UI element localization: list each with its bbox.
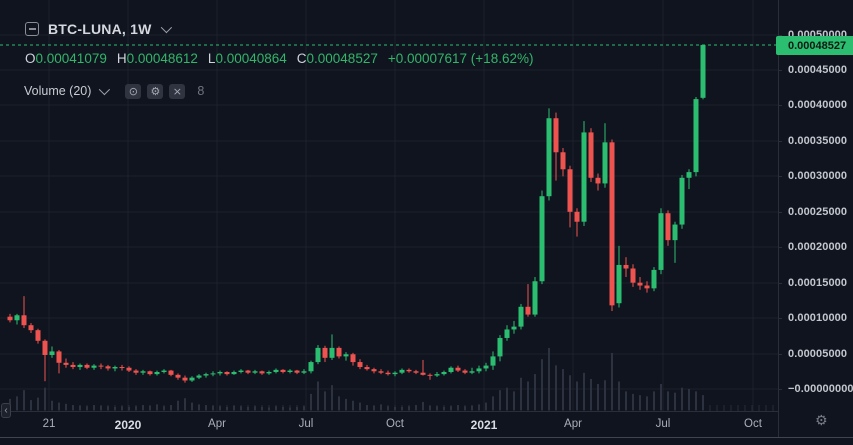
price-axis-label: 0.00015000	[788, 276, 848, 289]
price-tick-mark	[778, 141, 782, 142]
close-value: 0.00048527	[306, 50, 378, 66]
price-axis-label: 0.00025000	[788, 205, 848, 218]
time-axis-label: 2021	[470, 418, 498, 432]
close-label: C	[296, 50, 307, 66]
time-axis-label: Oct	[386, 418, 404, 430]
symbol-header: BTC-LUNA, 1W	[25, 20, 172, 38]
price-axis-label: 0.00030000	[788, 170, 848, 183]
open-value: 0.00041079	[35, 50, 107, 66]
minus-icon	[28, 28, 36, 30]
price-axis-label: 0.00010000	[788, 312, 848, 325]
candlestick-chart[interactable]	[0, 0, 778, 412]
low-value: 0.00040864	[215, 50, 287, 66]
high-label: H	[116, 50, 127, 66]
price-tick-mark	[778, 318, 782, 319]
price-axis-label: 0.00040000	[788, 99, 848, 112]
symbol-title[interactable]: BTC-LUNA, 1W	[48, 21, 152, 37]
time-axis-label: Jul	[298, 418, 314, 430]
price-axis-settings-gear-icon[interactable]: ⚙	[815, 413, 828, 429]
visibility-icon[interactable]: ⊙	[125, 83, 142, 99]
price-axis-label: 0.00045000	[788, 64, 848, 77]
price-tick-mark	[778, 105, 782, 106]
price-tick-mark	[778, 283, 782, 284]
price-axis[interactable]: ⚙ 0.00050000 0.00045000 0.00040000 0.000350…	[776, 0, 853, 437]
close-icon[interactable]: ×	[169, 83, 186, 99]
time-axis-label: 2020	[114, 418, 142, 432]
current-price-label: 0.00048527	[776, 36, 853, 55]
time-axis[interactable]: 21 2020 Apr Jul Oct 2021 Apr Jul Oct	[0, 411, 778, 438]
open-label: O	[25, 50, 36, 66]
chevron-down-icon[interactable]	[99, 83, 111, 96]
collapse-pane-button[interactable]	[25, 22, 39, 36]
low-label: L	[207, 50, 216, 66]
indicator-value: 8	[197, 84, 205, 98]
price-tick-mark	[778, 70, 782, 71]
ohlc-readout: O 0.00041079 H 0.00048612 L 0.00040864 C 0.0…	[25, 50, 533, 66]
change-value: +0.00007617 (+18.62%)	[387, 50, 534, 66]
price-tick-mark	[778, 35, 782, 36]
volume-indicator-row: Volume (20) ⊙ ⚙ × 8	[24, 83, 204, 99]
scroll-left-button[interactable]: ‹	[1, 403, 11, 418]
high-value: 0.00048612	[126, 50, 198, 66]
price-axis-label: 0.00005000	[788, 347, 848, 360]
indicator-label[interactable]: Volume (20)	[24, 84, 92, 98]
price-tick-mark	[778, 354, 782, 355]
pane-separator	[0, 437, 853, 438]
price-tick-mark	[778, 176, 782, 177]
price-axis-label: 0.00035000	[788, 134, 848, 147]
price-tick-mark	[778, 212, 782, 213]
price-axis-label: 0.00020000	[788, 241, 848, 254]
time-axis-label: Apr	[564, 418, 582, 430]
time-axis-label: 21	[42, 418, 56, 430]
time-axis-label: Oct	[744, 418, 762, 430]
settings-icon[interactable]: ⚙	[147, 83, 164, 99]
time-axis-label: Apr	[208, 418, 226, 430]
time-axis-label: Jul	[655, 418, 671, 430]
price-axis-label: −0.00000000	[788, 383, 853, 395]
price-tick-mark	[778, 247, 782, 248]
price-tick-mark	[778, 389, 782, 390]
